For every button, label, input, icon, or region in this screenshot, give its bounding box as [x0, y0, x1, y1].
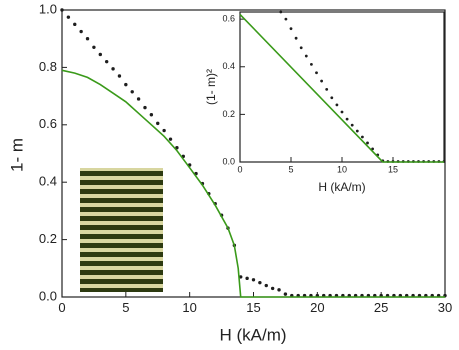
x-tick-label: 20	[310, 300, 324, 315]
x-tick-label: 10	[337, 164, 347, 174]
y-tick-label: 0.8	[39, 59, 57, 74]
x-tick-label: 5	[122, 300, 129, 315]
data-point	[304, 54, 308, 58]
data-point	[366, 141, 369, 145]
data-point	[315, 71, 318, 75]
y-axis-label: (1- m)²	[204, 69, 218, 105]
x-tick-label: 25	[374, 300, 388, 315]
data-point	[117, 74, 122, 78]
data-point	[156, 121, 160, 126]
x-tick-label: 0	[237, 164, 242, 174]
data-point	[66, 15, 71, 19]
data-point	[60, 8, 64, 12]
data-point	[294, 36, 298, 40]
data-point	[355, 129, 359, 133]
data-point	[279, 10, 283, 14]
data-point	[350, 123, 354, 127]
x-tick-label: 0	[58, 300, 65, 315]
y-axis-label: 1- m	[7, 138, 26, 172]
data-point	[361, 135, 364, 139]
y-tick-label: 0.2	[222, 109, 235, 119]
data-point	[73, 22, 77, 27]
data-point	[130, 90, 134, 94]
data-point	[310, 62, 313, 66]
data-point	[270, 286, 275, 291]
data-point	[239, 275, 243, 279]
data-point	[284, 17, 288, 21]
data-point	[162, 128, 166, 133]
y-tick-label: 0.4	[222, 61, 235, 71]
model-line	[61, 69, 445, 298]
y-tick-label: 0.4	[39, 174, 57, 189]
sample-photo	[80, 168, 163, 292]
data-point	[168, 137, 173, 141]
data-point	[143, 105, 147, 110]
model-line	[239, 13, 444, 163]
data-point	[264, 283, 268, 288]
x-axis-label: H (kA/m)	[219, 325, 286, 344]
data-point	[320, 79, 323, 83]
x-tick-label: 30	[438, 300, 452, 315]
data-point	[92, 45, 96, 50]
data-point	[277, 288, 281, 292]
data-point	[258, 280, 262, 285]
x-tick-label: 15	[246, 300, 260, 315]
x-tick-label: 10	[182, 300, 196, 315]
data-point	[340, 110, 344, 114]
data-point	[330, 96, 334, 100]
data-point	[325, 87, 329, 91]
data-point	[79, 29, 83, 34]
plot-frame	[239, 11, 445, 163]
y-tick-label: 0.6	[222, 14, 235, 24]
y-tick-label: 0.6	[39, 116, 57, 131]
data-point	[345, 117, 349, 121]
data-point	[111, 67, 115, 71]
y-tick-label: 1.0	[39, 1, 57, 16]
data-point	[299, 46, 303, 50]
y-tick-label: 0.0	[222, 156, 235, 166]
data-point	[98, 52, 103, 57]
y-tick-label: 0.2	[39, 231, 57, 246]
x-axis-label: H (kA/m)	[318, 180, 365, 194]
data-point	[85, 37, 90, 41]
data-point	[289, 27, 293, 31]
data-point	[283, 292, 288, 296]
x-tick-label: 5	[288, 164, 293, 174]
x-tick-label: 15	[388, 164, 398, 174]
data-point	[104, 59, 109, 64]
data-point	[136, 97, 141, 101]
data-point	[251, 278, 256, 282]
data-point	[149, 113, 154, 117]
y-tick-label: 0.0	[39, 288, 57, 303]
data-point	[245, 276, 249, 281]
data-point	[335, 103, 339, 107]
data-point	[124, 82, 128, 87]
